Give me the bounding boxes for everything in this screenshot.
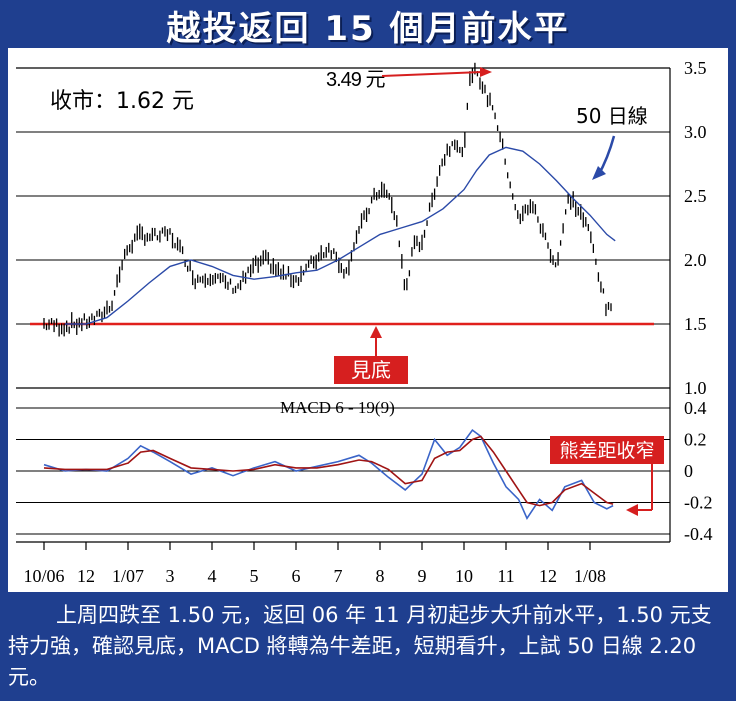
price-label: 收市：1.62 元 — [50, 89, 194, 114]
x-tick-label: 5 — [250, 566, 259, 586]
peak-arrowhead — [480, 67, 492, 77]
y-tick-label: 3.5 — [684, 58, 707, 78]
bottom-label-box — [334, 356, 408, 384]
x-tick-label: 3 — [166, 566, 175, 586]
chart-title: 越投返回 15 個月前水平 — [166, 8, 570, 49]
chart-svg: 1.01.52.02.53.03.50.40.20-0.2-0.4 10/06 1… — [16, 58, 713, 586]
y-tick-label: 1.5 — [684, 314, 707, 334]
bottom-label: 見底 — [351, 358, 391, 382]
x-tick-label: 12 — [77, 566, 95, 586]
macd-gridlines — [16, 407, 670, 535]
y-tick-label: 0.2 — [684, 430, 707, 450]
x-tick-label: 10 — [455, 566, 473, 586]
macd-line — [43, 428, 614, 520]
title-bar: 越投返回 15 個月前水平 — [0, 0, 736, 50]
y-tick-label: 2.0 — [684, 250, 707, 270]
y-tick-label: 0.4 — [684, 398, 707, 418]
y-tick-label: -0.2 — [684, 493, 713, 513]
peak-label: 3.49 元 — [326, 69, 385, 91]
x-tick-label: 10/06 — [23, 566, 64, 586]
ma50-line — [65, 146, 616, 325]
x-tick-label: 1/07 — [112, 566, 144, 586]
caption-text: 上周四跌至 1.50 元，返回 06 年 11 月初起步大升前水平，1.50 元… — [8, 603, 712, 689]
x-tick-label: 11 — [497, 566, 514, 586]
y-tick-label: 3.0 — [684, 122, 707, 142]
x-tick-label: 9 — [418, 566, 427, 586]
x-tick-label: 8 — [376, 566, 385, 586]
x-tick-label: 1/08 — [574, 566, 606, 586]
x-tick-label: 7 — [334, 566, 343, 586]
y-tick-label: 2.5 — [684, 186, 707, 206]
bottom-arrowhead — [370, 326, 382, 338]
price-series — [43, 62, 612, 337]
ma50-arrowhead — [592, 166, 606, 180]
x-tick-label: 6 — [292, 566, 301, 586]
y-tick-label: 0 — [684, 461, 693, 481]
x-tick-label: 12 — [539, 566, 557, 586]
y-tick-label: -0.4 — [684, 524, 713, 544]
signal-line — [43, 435, 614, 507]
macd-note-box — [550, 436, 664, 464]
y-tick-labels: 1.0 1.5 2.0 2.5 3.0 3.5 0.4 0.2 0 -0.2 -0.4 — [684, 58, 713, 544]
ma50-label: 50 日線 — [576, 104, 648, 128]
x-tick-labels: 10/06 12 1/07 3 4 5 6 7 8 9 10 11 12 1/08 — [23, 542, 606, 586]
chart-frame: 1.0 1.5 2.0 2.5 3.0 3.5 0.4 0.2 0 -0.2 -0.4 10/06 1… — [8, 48, 728, 592]
y-tick-label: 1.0 — [684, 378, 707, 398]
caption: 上周四跌至 1.50 元，返回 06 年 11 月初起步大升前水平，1.50 元… — [8, 600, 730, 693]
macd-note-arrowhead — [626, 504, 638, 516]
macd-note: 熊差距收窄 — [559, 440, 654, 462]
macd-title: MACD 6 - 19(9) — [280, 398, 395, 417]
peak-arrow — [381, 71, 483, 77]
x-tick-label: 4 — [208, 566, 217, 586]
